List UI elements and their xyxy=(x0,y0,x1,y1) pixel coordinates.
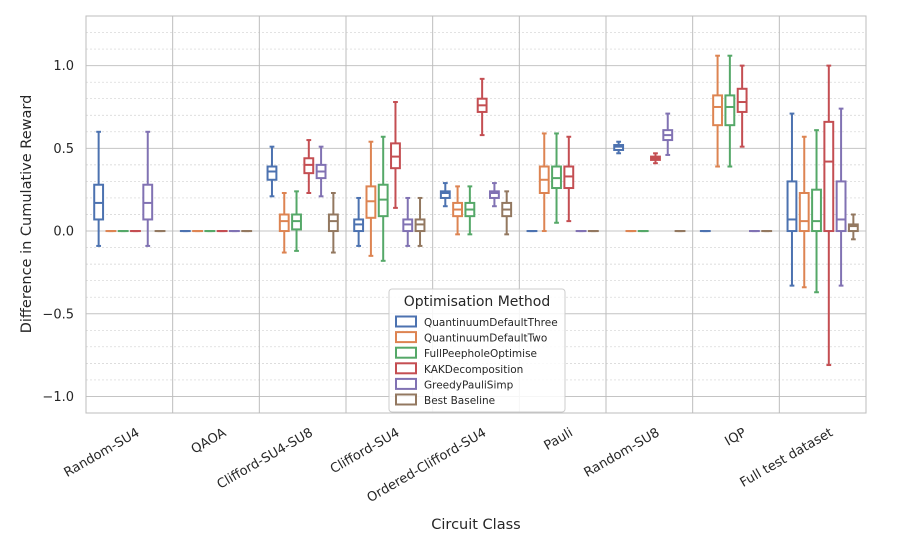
iqr-box xyxy=(266,165,278,181)
iqr-box xyxy=(823,120,835,233)
box-plot xyxy=(798,135,810,289)
iqr-box xyxy=(835,180,847,233)
box-plot xyxy=(93,130,105,247)
legend-entries: QuantinuumDefaultThree QuantinuumDefaultT… xyxy=(395,315,558,407)
legend-entry: GreedyPauliSimp xyxy=(395,377,514,391)
box-plot xyxy=(390,101,401,209)
legend-swatch xyxy=(395,346,417,359)
box-plot xyxy=(538,132,550,233)
iqr-box xyxy=(712,94,724,127)
iqr-box xyxy=(439,190,451,199)
box-plot xyxy=(724,54,736,168)
box-plot xyxy=(551,132,562,224)
y-axis-title: Difference in Cumulative Reward xyxy=(19,95,35,334)
x-tick-label: Random-SU8 xyxy=(582,425,663,480)
box-plot xyxy=(835,107,847,287)
box-plot xyxy=(327,191,339,254)
box-plot xyxy=(811,129,822,294)
legend-label: KAKDecomposition xyxy=(424,364,523,376)
box-layer xyxy=(93,54,859,367)
iqr-box xyxy=(327,213,339,233)
box-plot xyxy=(736,64,748,148)
box-plot xyxy=(847,213,859,241)
legend-label: GreedyPauliSimp xyxy=(424,379,514,391)
legend-entry: Best Baseline xyxy=(395,393,495,407)
legend: Optimisation Method QuantinuumDefaultThr… xyxy=(388,288,566,413)
legend-entry: QuantinuumDefaultThree xyxy=(395,315,558,329)
y-tick-label: 1.0 xyxy=(53,59,74,74)
x-tick-label: IQP xyxy=(723,425,750,449)
y-tick-label: −0.5 xyxy=(42,307,74,322)
legend-entry: KAKDecomposition xyxy=(395,362,523,376)
box-plot xyxy=(501,190,513,236)
box-plot xyxy=(439,182,451,208)
box-plot xyxy=(414,196,426,247)
y-tick-labels: −1.0 −0.5 0.0 0.5 1.0 xyxy=(42,59,74,405)
y-tick-label: 0.5 xyxy=(53,142,74,157)
y-tick-label: −1.0 xyxy=(42,390,74,405)
box-plot xyxy=(488,182,500,208)
iqr-box xyxy=(811,188,822,233)
plot-frame xyxy=(85,15,867,414)
legend-swatch xyxy=(395,331,417,344)
x-tick-label: Pauli xyxy=(542,425,576,453)
box-plot xyxy=(377,135,389,262)
iqr-box xyxy=(798,191,810,233)
box-plot xyxy=(712,54,724,168)
box-plot xyxy=(315,145,327,198)
legend-frame xyxy=(388,288,566,413)
box-plot xyxy=(291,190,302,252)
y-tick-label: 0.0 xyxy=(53,225,74,240)
box-plot xyxy=(464,185,476,236)
x-tick-label: QAOA xyxy=(189,425,229,457)
iqr-box xyxy=(736,87,748,113)
box-plot xyxy=(662,112,674,156)
iqr-box xyxy=(847,223,859,233)
box-plot xyxy=(353,196,365,247)
box-plot xyxy=(650,152,661,165)
box-plot xyxy=(365,140,377,257)
box-plot xyxy=(563,135,575,223)
legend-label: Best Baseline xyxy=(424,395,495,407)
iqr-box xyxy=(278,213,290,233)
box-plot xyxy=(303,139,315,194)
box-plot xyxy=(278,191,290,254)
legend-label: QuantinuumDefaultTwo xyxy=(424,333,547,345)
box-plot xyxy=(142,130,154,247)
legend-label: QuantinuumDefaultThree xyxy=(424,317,558,329)
box-plot xyxy=(786,112,798,287)
legend-entry: FullPeepholeOptimise xyxy=(395,346,537,360)
box-plot xyxy=(476,77,488,137)
iqr-box xyxy=(724,94,736,127)
iqr-box xyxy=(488,190,500,199)
box-plot xyxy=(823,64,835,367)
legend-swatch xyxy=(395,377,417,390)
x-axis-title: Circuit Class xyxy=(431,517,520,533)
iqr-box xyxy=(786,180,798,233)
legend-swatch xyxy=(395,362,417,375)
box-plot xyxy=(266,145,278,198)
box-plot xyxy=(452,185,464,236)
legend-swatch xyxy=(395,393,417,406)
legend-entry: QuantinuumDefaultTwo xyxy=(395,331,547,345)
box-plot xyxy=(402,196,414,247)
legend-label: FullPeepholeOptimise xyxy=(424,348,537,360)
box-plot xyxy=(613,140,625,155)
x-tick-label: Clifford-SU4 xyxy=(328,425,402,477)
x-tick-label: Random-SU4 xyxy=(62,425,143,480)
x-tick-label: Clifford-SU4-SU8 xyxy=(215,425,316,492)
legend-swatch xyxy=(395,315,417,328)
legend-title: Optimisation Method xyxy=(404,294,550,310)
x-tick-label: Full test dataset xyxy=(738,425,836,490)
